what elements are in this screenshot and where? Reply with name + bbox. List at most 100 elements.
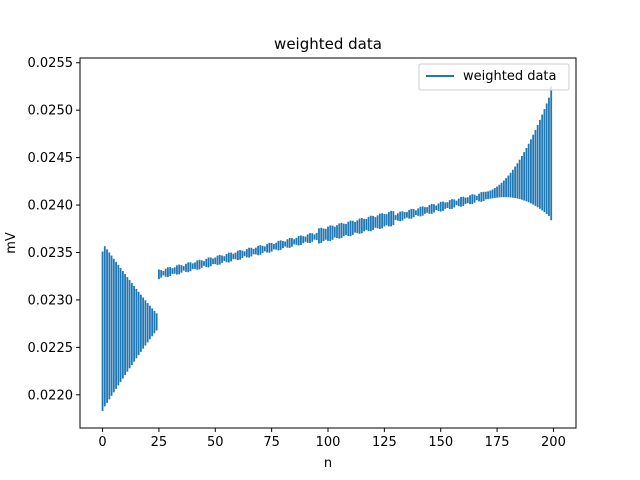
x-tick-label: 125 — [372, 435, 397, 450]
bar — [336, 225, 338, 238]
bar — [541, 114, 544, 211]
bar — [106, 249, 108, 403]
bar — [338, 223, 341, 239]
bar — [282, 240, 284, 249]
bar — [496, 186, 498, 198]
bar — [356, 220, 359, 234]
bar — [182, 266, 185, 271]
bar — [539, 119, 541, 209]
bar — [187, 262, 190, 273]
bar — [164, 268, 167, 277]
bar — [293, 239, 296, 245]
bar — [462, 196, 465, 206]
bar — [252, 248, 255, 255]
bar — [351, 220, 354, 235]
bar — [117, 264, 120, 386]
x-tick-label: 150 — [428, 435, 453, 450]
bar — [232, 253, 235, 260]
legend-label: weighted data — [463, 69, 557, 84]
bar — [306, 234, 309, 243]
bar — [135, 288, 138, 359]
y-tick-label: 0.0245 — [28, 151, 74, 166]
bar — [245, 249, 248, 258]
bar — [207, 257, 210, 268]
y-tick-label: 0.0230 — [28, 293, 74, 308]
bar — [530, 139, 532, 204]
bar — [144, 300, 147, 346]
bar — [148, 305, 151, 340]
bar — [333, 226, 336, 238]
bar — [415, 210, 417, 216]
bar — [191, 263, 194, 270]
bar — [279, 240, 282, 250]
bar — [548, 97, 550, 216]
bar — [482, 191, 485, 202]
bar — [203, 261, 205, 266]
bar — [331, 225, 334, 240]
bar — [437, 203, 440, 212]
bar — [385, 214, 388, 226]
bar — [365, 219, 368, 231]
bar — [126, 277, 129, 372]
x-tick-label: 75 — [263, 435, 280, 450]
bar — [367, 216, 370, 232]
bar — [491, 189, 494, 199]
chart-title: weighted data — [274, 35, 382, 53]
bar — [383, 214, 386, 227]
bar — [369, 215, 372, 232]
bar — [169, 267, 172, 277]
bar — [329, 225, 332, 241]
bar — [387, 211, 390, 227]
bar — [378, 213, 381, 229]
y-tick-label: 0.0240 — [28, 199, 74, 214]
bar — [254, 247, 257, 255]
bar — [275, 242, 278, 250]
bar — [354, 221, 356, 233]
bar — [153, 310, 156, 334]
bar — [516, 163, 519, 199]
bar — [518, 159, 521, 200]
bar — [342, 223, 345, 237]
bar — [284, 241, 287, 247]
bar — [471, 194, 474, 205]
bar — [216, 255, 219, 265]
bar — [236, 250, 239, 261]
bar — [493, 188, 496, 198]
bar — [453, 199, 456, 208]
bar — [263, 246, 266, 252]
bar — [297, 236, 300, 246]
bar — [408, 209, 411, 219]
bar — [464, 197, 467, 204]
bar — [399, 211, 402, 222]
bar — [451, 199, 453, 209]
bar — [340, 222, 343, 239]
bar — [428, 204, 431, 214]
bar — [327, 226, 329, 241]
bar — [460, 196, 462, 207]
bar — [171, 268, 174, 274]
bar — [223, 256, 226, 261]
bar — [507, 175, 510, 198]
bar — [288, 238, 291, 248]
bar — [457, 198, 460, 207]
bar — [439, 201, 442, 212]
bar — [498, 184, 501, 198]
bar — [176, 265, 178, 275]
bar — [523, 152, 526, 201]
bar — [376, 215, 379, 229]
bar — [277, 240, 280, 251]
bar — [412, 209, 415, 218]
bar — [417, 208, 420, 216]
bar — [133, 285, 136, 362]
bar — [196, 260, 199, 270]
bar — [315, 232, 318, 240]
bar — [406, 212, 408, 218]
bar — [478, 193, 480, 202]
bar — [194, 262, 196, 269]
bar — [286, 239, 289, 248]
bar — [466, 197, 469, 204]
y-tick-label: 0.0250 — [28, 104, 74, 119]
y-tick-label: 0.0255 — [28, 56, 74, 71]
bar — [394, 215, 397, 220]
bar — [259, 245, 262, 255]
